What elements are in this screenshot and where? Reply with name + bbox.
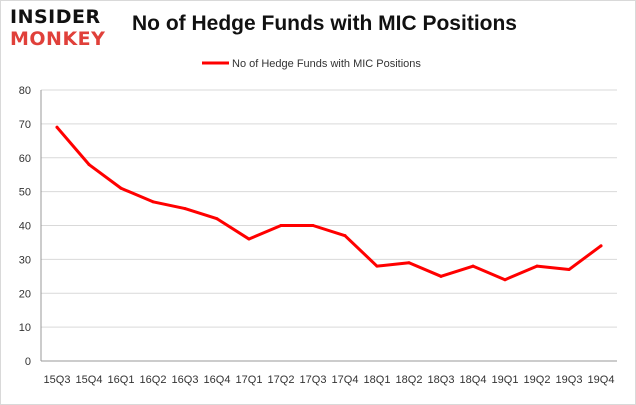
data-point — [119, 186, 123, 190]
x-tick-label: 18Q1 — [364, 374, 391, 386]
series-layer — [55, 125, 603, 282]
data-point — [407, 261, 411, 265]
data-point — [343, 234, 347, 238]
data-point — [503, 278, 507, 282]
y-tick-label: 70 — [19, 119, 31, 131]
x-tick-label: 17Q4 — [332, 374, 359, 386]
x-tick-label: 17Q2 — [268, 374, 295, 386]
y-tick-label: 0 — [25, 356, 31, 368]
data-point — [567, 268, 571, 272]
data-point — [375, 264, 379, 268]
grid-lines — [40, 89, 617, 362]
legend: No of Hedge Funds with MIC Positions — [202, 58, 421, 70]
logo-text-bottom: MONKEY — [10, 28, 106, 50]
data-point — [151, 200, 155, 204]
x-tick-label: 18Q2 — [396, 374, 423, 386]
x-tick-label: 18Q4 — [460, 374, 487, 386]
chart-title: No of Hedge Funds with MIC Positions — [132, 12, 517, 35]
x-tick-label: 16Q1 — [108, 374, 135, 386]
x-tick-label: 16Q3 — [172, 374, 199, 386]
x-axis-ticks: 15Q3 15Q4 16Q1 16Q2 16Q3 16Q4 17Q1 17Q2 17Q3 17Q4… — [44, 374, 615, 386]
y-tick-label: 50 — [19, 187, 31, 199]
x-tick-label: 15Q3 — [44, 374, 71, 386]
x-tick-label: 18Q3 — [428, 374, 455, 386]
y-tick-label: 80 — [19, 85, 31, 97]
data-point — [247, 237, 251, 241]
x-tick-label: 19Q1 — [492, 374, 519, 386]
x-tick-label: 17Q3 — [300, 374, 327, 386]
y-tick-label: 40 — [19, 221, 31, 233]
x-tick-label: 16Q4 — [204, 374, 231, 386]
y-tick-label: 60 — [19, 153, 31, 165]
x-tick-label: 15Q4 — [76, 374, 103, 386]
x-tick-label: 19Q4 — [588, 374, 615, 386]
data-point — [279, 224, 283, 227]
x-tick-label: 19Q2 — [524, 374, 551, 386]
data-point — [55, 125, 59, 129]
data-point — [439, 274, 443, 278]
data-point — [535, 264, 539, 268]
logo-text-top: INSIDER — [10, 6, 101, 28]
y-tick-label: 10 — [19, 322, 31, 334]
data-point — [87, 163, 91, 167]
data-point — [215, 217, 219, 221]
y-tick-label: 20 — [19, 288, 31, 300]
y-tick-label: 30 — [19, 254, 31, 266]
x-tick-label: 19Q3 — [556, 374, 583, 386]
x-tick-label: 17Q1 — [236, 374, 263, 386]
insider-monkey-logo: INSIDER MONKEY — [10, 7, 120, 53]
legend-label: No of Hedge Funds with MIC Positions — [232, 58, 421, 70]
y-axis-ticks: 0 10 20 30 40 50 60 70 80 — [19, 85, 31, 368]
data-point — [599, 244, 603, 248]
x-tick-label: 16Q2 — [140, 374, 167, 386]
data-point — [471, 264, 475, 268]
series-line — [55, 125, 603, 282]
data-point — [183, 207, 187, 211]
data-point — [311, 224, 315, 227]
